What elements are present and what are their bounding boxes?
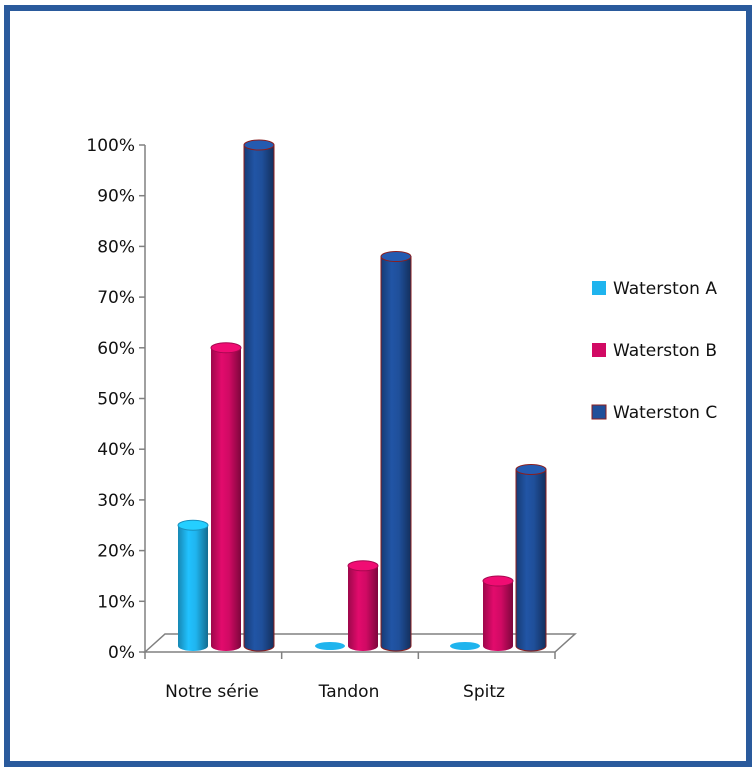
bar xyxy=(450,642,480,650)
y-tick-label: 60% xyxy=(97,339,135,359)
bar-top xyxy=(482,575,514,587)
y-tick-label: 10% xyxy=(97,592,135,612)
legend-label: Waterston A xyxy=(613,279,717,299)
x-category-label: Notre série xyxy=(165,682,259,702)
bar-top xyxy=(210,342,242,354)
bar xyxy=(243,144,275,652)
bar-top xyxy=(243,139,275,151)
y-tick-label: 80% xyxy=(97,237,135,257)
legend-label: Waterston C xyxy=(613,403,717,423)
y-tick-label: 70% xyxy=(97,288,135,308)
x-category-label: Tandon xyxy=(318,682,380,702)
legend-swatch xyxy=(592,281,606,295)
x-category-label: Spitz xyxy=(463,682,505,702)
y-tick-label: 50% xyxy=(97,390,135,410)
bar-top xyxy=(177,519,209,531)
y-tick-label: 90% xyxy=(97,187,135,207)
y-tick-label: 30% xyxy=(97,491,135,511)
bar xyxy=(348,565,378,651)
y-tick-label: 20% xyxy=(97,542,135,562)
bar xyxy=(483,581,513,651)
y-tick-label: 0% xyxy=(108,643,135,663)
bar-top xyxy=(380,251,412,263)
legend-label: Waterston B xyxy=(613,341,717,361)
bar-top xyxy=(515,463,547,475)
bar xyxy=(380,256,412,652)
y-tick-label: 100% xyxy=(86,136,135,156)
bar xyxy=(178,525,208,651)
legend-swatch xyxy=(591,404,607,420)
bar xyxy=(211,347,241,651)
bar-top xyxy=(347,560,379,572)
bar xyxy=(315,642,345,650)
legend-swatch xyxy=(592,343,606,357)
y-tick-label: 40% xyxy=(97,440,135,460)
bar xyxy=(515,468,547,652)
